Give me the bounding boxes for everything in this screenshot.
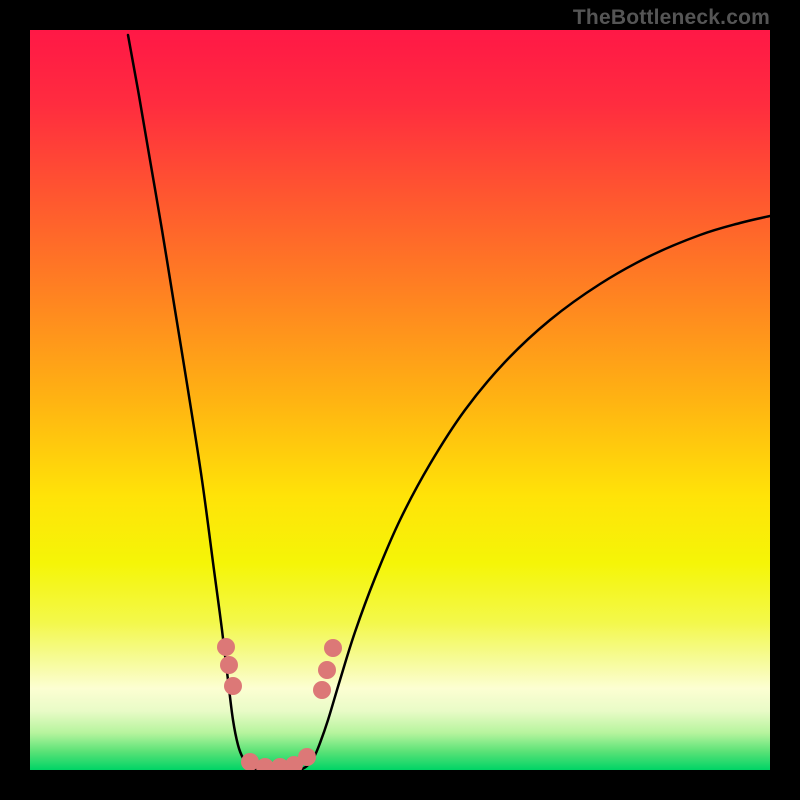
data-marker [224,677,242,695]
watermark-text: TheBottleneck.com [573,6,770,30]
chart-svg [30,30,770,770]
data-marker [324,639,342,657]
data-marker [220,656,238,674]
gradient-background [30,30,770,770]
data-marker [318,661,336,679]
data-marker [313,681,331,699]
data-marker [217,638,235,656]
data-marker [298,748,316,766]
